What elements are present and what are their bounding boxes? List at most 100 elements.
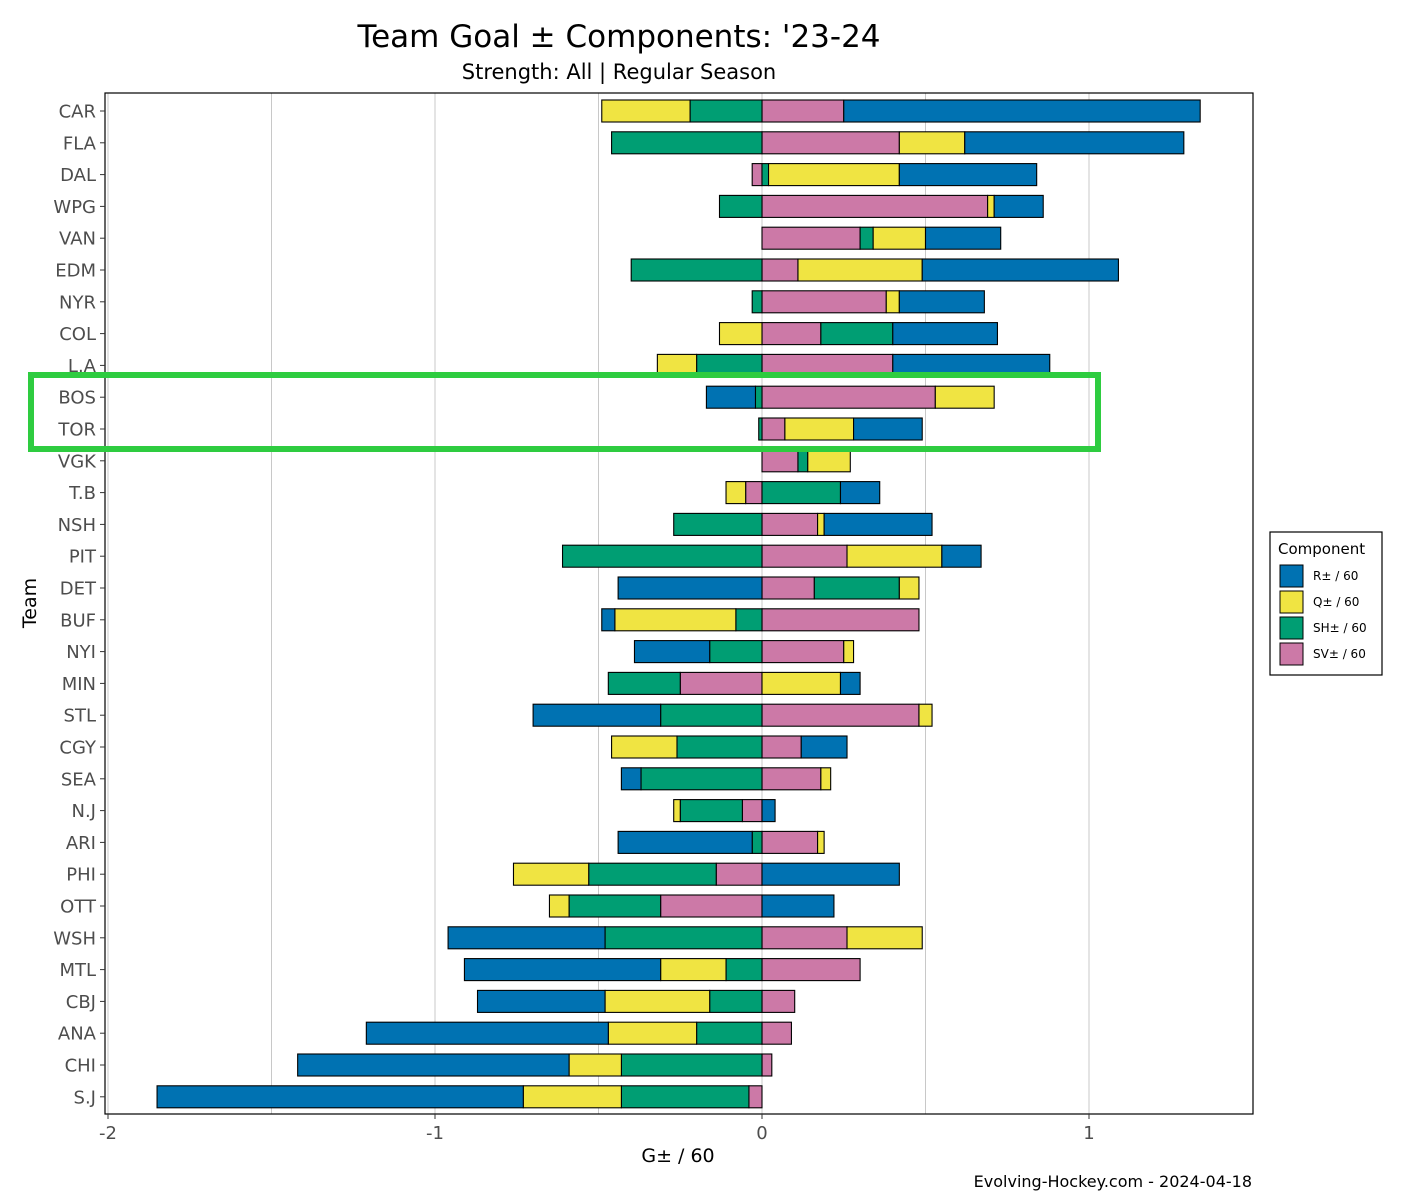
bar-bos-r (705, 385, 757, 409)
bar-cbj-q (604, 989, 711, 1013)
bar-tb-q (725, 481, 747, 505)
bar-min-r (839, 671, 861, 695)
bar-bos-sv (761, 385, 936, 409)
bar-det-r (617, 576, 763, 600)
x-axis-title: G± / 60 (641, 1145, 714, 1167)
bar-tb-sv (745, 481, 763, 505)
y-tick-label: VGK (58, 451, 97, 472)
bar-wpg-r (993, 194, 1044, 218)
y-tick-label: ARI (66, 833, 96, 854)
bar-nsh-sh (673, 512, 763, 536)
y-tick-label: ANA (58, 1024, 97, 1045)
legend-title: Component (1278, 540, 1365, 558)
bar-ott-sh (568, 894, 662, 918)
bar-edm-r (921, 258, 1119, 282)
bar-stl-sh (660, 703, 763, 727)
bar-buf-sh (735, 608, 763, 632)
bar-ott-r (761, 894, 835, 918)
y-tick-label: CHI (65, 1056, 96, 1077)
y-tick-label: SEA (61, 769, 97, 790)
bar-wsh-r (447, 926, 606, 950)
bar-wpg-q (987, 194, 995, 218)
bar-car-sh (689, 99, 763, 123)
y-tick-label: NSH (58, 515, 96, 536)
bar-nyr-sh (751, 290, 763, 314)
bar-ari-q (817, 830, 825, 854)
bar-cbj-sh (709, 989, 763, 1013)
bar-dal-q (767, 163, 900, 187)
y-tick-label: NYI (66, 642, 96, 663)
bar-nyr-r (898, 290, 985, 314)
bar-nsh-r (823, 512, 933, 536)
legend-label-sh: SH± / 60 (1313, 621, 1367, 635)
y-tick-label: CAR (59, 102, 96, 123)
bar-phi-q (512, 862, 590, 886)
bar-van-r (924, 226, 1002, 250)
bar-bos-q (934, 385, 995, 409)
bar-phi-sh (588, 862, 717, 886)
bar-edm-sh (630, 258, 763, 282)
bar-col-sv (761, 322, 822, 346)
chart-title: Team Goal ± Components: '23-24 (356, 19, 880, 55)
bar-nsh-q (817, 512, 825, 536)
bar-van-sv (761, 226, 861, 250)
bar-cgy-sh (676, 735, 763, 759)
bar-pit-r (941, 544, 982, 568)
bar-min-q (761, 671, 842, 695)
bar-stl-sv (761, 703, 920, 727)
legend: Component R± / 60 Q± / 60 SH± / 60 SV± / 60 (1269, 531, 1383, 676)
x-tick-label: -2 (99, 1123, 117, 1144)
bar-sj-q (522, 1085, 622, 1109)
bar-sj-sv (748, 1085, 763, 1109)
caption: Evolving-Hockey.com - 2024-04-18 (974, 1172, 1252, 1191)
bar-sea-r (620, 767, 642, 791)
y-tick-label: DET (60, 579, 97, 600)
bar-vgk-sv (761, 449, 799, 473)
y-tick-label: FLA (63, 133, 97, 154)
plot-panel (104, 92, 1254, 1115)
highlight-box (28, 372, 1101, 452)
x-tick-label: -1 (426, 1123, 444, 1144)
bar-cgy-q (611, 735, 678, 759)
bar-sj-sh (620, 1085, 750, 1109)
bar-det-sv (761, 576, 815, 600)
bar-stl-r (532, 703, 662, 727)
x-axis: -2 -1 0 1 (99, 1114, 1095, 1144)
y-tick-label: NYR (59, 292, 96, 313)
bar-tor-r (853, 417, 923, 441)
bar-nj-r (761, 799, 776, 823)
bar-buf-sv (761, 608, 920, 632)
y-tick-label: WSH (53, 928, 96, 949)
y-tick-label: COL (59, 324, 96, 345)
bar-ott-sv (660, 894, 763, 918)
legend-label-sv: SV± / 60 (1313, 647, 1366, 661)
bar-edm-q (797, 258, 923, 282)
y-tick-label: MIN (62, 674, 96, 695)
bar-nyi-sv (761, 640, 845, 664)
y-tick-label: L.A (68, 356, 97, 377)
bar-stl-q (918, 703, 933, 727)
bar-wpg-sv (761, 194, 989, 218)
bar-nyi-r (633, 640, 711, 664)
y-tick-label: PIT (69, 547, 97, 568)
bar-car-r (843, 99, 1201, 123)
legend-key-q (1279, 590, 1304, 614)
bar-vgk-q (807, 449, 851, 473)
bar-car-q (601, 99, 691, 123)
bar-ana-q (607, 1021, 698, 1045)
bar-sea-q (820, 767, 832, 791)
bar-nsh-sv (761, 512, 819, 536)
bar-wsh-sh (604, 926, 763, 950)
bar-tb-sh (761, 481, 842, 505)
bar-ari-r (617, 830, 753, 854)
bar-det-sh (813, 576, 900, 600)
bar-fla-sh (611, 131, 763, 155)
bar-fla-q (898, 131, 966, 155)
bar-van-sh (859, 226, 874, 250)
bar-ana-sh (696, 1021, 763, 1045)
x-tick-label: 1 (1083, 1123, 1094, 1144)
y-tick-label: DAL (60, 165, 96, 186)
bar-ana-r (365, 1021, 609, 1045)
y-tick-label: CBJ (66, 992, 96, 1013)
bar-nj-sh (679, 799, 743, 823)
